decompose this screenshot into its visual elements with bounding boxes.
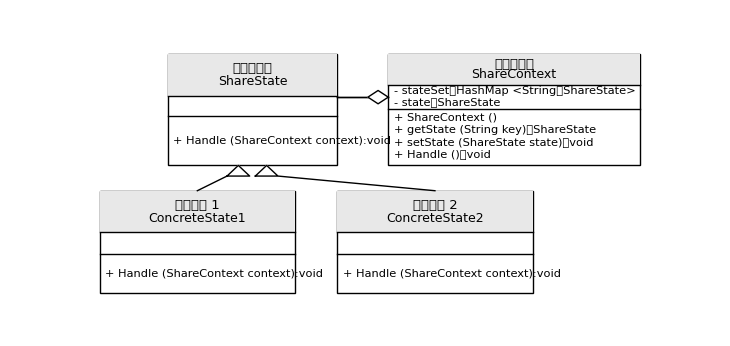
Text: 具体状态 1: 具体状态 1 [175,199,220,212]
Bar [168,54,337,96]
Polygon shape [368,91,388,104]
Text: 抽象状态类: 抽象状态类 [232,62,272,75]
Text: ConcreteState1: ConcreteState1 [148,212,246,225]
Bar [337,191,532,232]
Polygon shape [255,165,278,176]
Text: 享元环境类: 享元环境类 [494,58,534,71]
Text: + getState (String key)：ShareState: + getState (String key)：ShareState [394,125,596,135]
Text: + Handle (ShareContext context):void: + Handle (ShareContext context):void [105,269,323,279]
Bar [388,54,640,85]
Text: ShareState: ShareState [218,75,287,89]
Bar [100,191,295,232]
Text: ConcreteState2: ConcreteState2 [386,212,484,225]
Polygon shape [227,165,250,176]
Text: + Handle (ShareContext context):void: + Handle (ShareContext context):void [173,136,391,146]
Text: - state：ShareState: - state：ShareState [394,97,500,107]
Bar [337,191,532,293]
Bar [168,54,337,165]
Text: 具体状态 2: 具体状态 2 [412,199,457,212]
Bar [388,54,640,165]
Text: + Handle (ShareContext context):void: + Handle (ShareContext context):void [343,269,561,279]
Text: + ShareContext (): + ShareContext () [394,113,497,123]
Text: ShareContext: ShareContext [472,68,557,81]
Bar [100,191,295,293]
Text: + Handle ()：void: + Handle ()：void [394,149,491,159]
Text: + setState (ShareState state)：void: + setState (ShareState state)：void [394,137,593,147]
Text: - stateSet：HashMap <String，ShareState>: - stateSet：HashMap <String，ShareState> [394,86,636,96]
